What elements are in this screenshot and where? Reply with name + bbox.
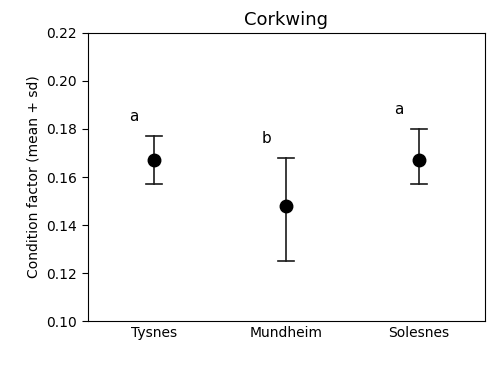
Y-axis label: Condition factor (mean + sd): Condition factor (mean + sd) xyxy=(26,76,40,278)
Title: Corkwing: Corkwing xyxy=(244,11,328,28)
Text: a: a xyxy=(129,109,138,124)
Text: a: a xyxy=(394,102,404,117)
Text: b: b xyxy=(262,131,271,146)
